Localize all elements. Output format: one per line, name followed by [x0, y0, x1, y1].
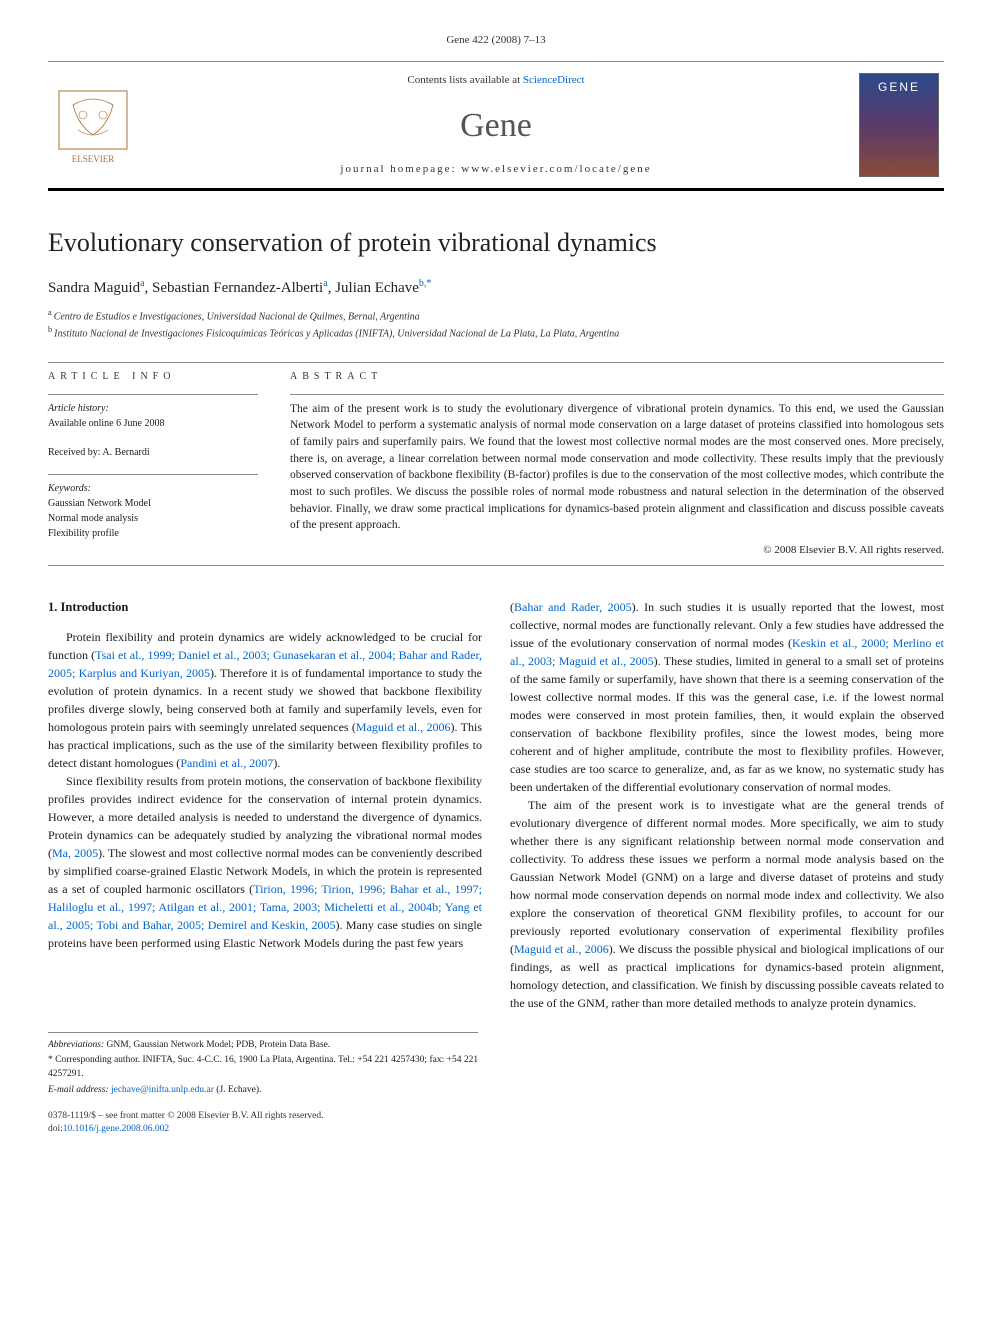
journal-cover-thumb	[854, 70, 944, 180]
authors-line: Sandra Maguida, Sebastian Fernandez-Albe…	[48, 276, 944, 300]
imprint: 0378-1119/$ – see front matter © 2008 El…	[48, 1110, 944, 1137]
elsevier-logo: ELSEVIER	[48, 80, 138, 170]
footnotes: Abbreviations: GNM, Gaussian Network Mod…	[48, 1032, 478, 1098]
divider	[48, 565, 944, 566]
sciencedirect-link[interactable]: ScienceDirect	[523, 74, 585, 86]
article-info-heading: ARTICLE INFO	[48, 369, 258, 384]
received-by: Received by: A. Bernardi	[48, 445, 258, 460]
masthead: ELSEVIER Contents lists available at Sci…	[48, 61, 944, 191]
contents-line: Contents lists available at ScienceDirec…	[138, 72, 854, 89]
info-abstract-row: ARTICLE INFO Article history: Available …	[48, 369, 944, 559]
doi-prefix: doi:	[48, 1124, 63, 1134]
body-column-right: (Bahar and Rader, 2005). In such studies…	[510, 598, 944, 1012]
keyword-item: Normal mode analysis	[48, 511, 258, 526]
abbreviations-label: Abbreviations:	[48, 1040, 104, 1050]
author-2: Sebastian Fernandez-Alberti	[152, 280, 323, 296]
abstract-heading: ABSTRACT	[290, 369, 944, 384]
affiliations: aCentro de Estudios e Investigaciones, U…	[48, 307, 944, 342]
corresponding-label: * Corresponding author.	[48, 1055, 140, 1065]
author-3: Julian Echave	[335, 280, 419, 296]
journal-homepage: journal homepage: www.elsevier.com/locat…	[138, 161, 854, 178]
contents-prefix: Contents lists available at	[407, 74, 522, 86]
abbreviations-footnote: Abbreviations: GNM, Gaussian Network Mod…	[48, 1039, 478, 1053]
author-1-affil[interactable]: a	[140, 278, 144, 289]
citation-link[interactable]: Ma, 2005	[52, 846, 98, 860]
body-paragraph: Since flexibility results from protein m…	[48, 772, 482, 952]
body-text: ).	[273, 756, 280, 770]
article-info-column: ARTICLE INFO Article history: Available …	[48, 369, 258, 559]
publisher-name: ELSEVIER	[72, 154, 115, 164]
affiliation-b: Instituto Nacional de Investigaciones Fi…	[54, 329, 619, 340]
citation-link[interactable]: Maguid et al., 2006	[356, 720, 451, 734]
email-footnote: E-mail address: jechave@inifta.unlp.edu.…	[48, 1084, 478, 1098]
article-history-label: Article history:	[48, 401, 258, 416]
corresponding-marker[interactable]: *	[426, 278, 431, 289]
abstract-copyright: © 2008 Elsevier B.V. All rights reserved…	[290, 542, 944, 559]
body-paragraph: The aim of the present work is to invest…	[510, 796, 944, 1012]
section-heading-introduction: 1. Introduction	[48, 598, 482, 617]
divider	[48, 474, 258, 475]
abstract-column: ABSTRACT The aim of the present work is …	[290, 369, 944, 559]
doi-link[interactable]: 10.1016/j.gene.2008.06.002	[63, 1124, 169, 1134]
article-title: Evolutionary conservation of protein vib…	[48, 223, 944, 262]
citation-link[interactable]: Bahar and Rader, 2005	[514, 600, 632, 614]
abbreviations-text: GNM, Gaussian Network Model; PDB, Protei…	[104, 1040, 330, 1050]
running-header: Gene 422 (2008) 7–13	[48, 32, 944, 49]
citation-link[interactable]: Pandini et al., 2007	[180, 756, 273, 770]
abstract-text: The aim of the present work is to study …	[290, 401, 944, 534]
article-history-line: Available online 6 June 2008	[48, 416, 258, 431]
divider	[48, 394, 258, 395]
email-suffix: (J. Echave).	[214, 1085, 261, 1095]
author-1: Sandra Maguid	[48, 280, 140, 296]
body-paragraph: Protein flexibility and protein dynamics…	[48, 628, 482, 772]
keyword-item: Flexibility profile	[48, 526, 258, 541]
keyword-item: Gaussian Network Model	[48, 496, 258, 511]
body-columns: 1. Introduction Protein flexibility and …	[48, 598, 944, 1012]
affiliation-a: Centro de Estudios e Investigaciones, Un…	[54, 311, 420, 322]
citation-link[interactable]: Maguid et al., 2006	[514, 942, 609, 956]
keywords-label: Keywords:	[48, 481, 258, 496]
imprint-line: 0378-1119/$ – see front matter © 2008 El…	[48, 1110, 944, 1123]
body-text: The aim of the present work is to invest…	[510, 798, 944, 956]
body-column-left: 1. Introduction Protein flexibility and …	[48, 598, 482, 1012]
divider	[48, 362, 944, 363]
journal-name: Gene	[138, 100, 854, 151]
corresponding-footnote: * Corresponding author. INIFTA, Suc. 4-C…	[48, 1054, 478, 1082]
author-2-affil[interactable]: a	[323, 278, 327, 289]
divider	[290, 394, 944, 395]
body-text: ). These studies, limited in general to …	[510, 654, 944, 794]
masthead-center: Contents lists available at ScienceDirec…	[138, 72, 854, 178]
email-link[interactable]: jechave@inifta.unlp.edu.ar	[109, 1085, 214, 1095]
email-label: E-mail address:	[48, 1085, 109, 1095]
body-paragraph: (Bahar and Rader, 2005). In such studies…	[510, 598, 944, 796]
